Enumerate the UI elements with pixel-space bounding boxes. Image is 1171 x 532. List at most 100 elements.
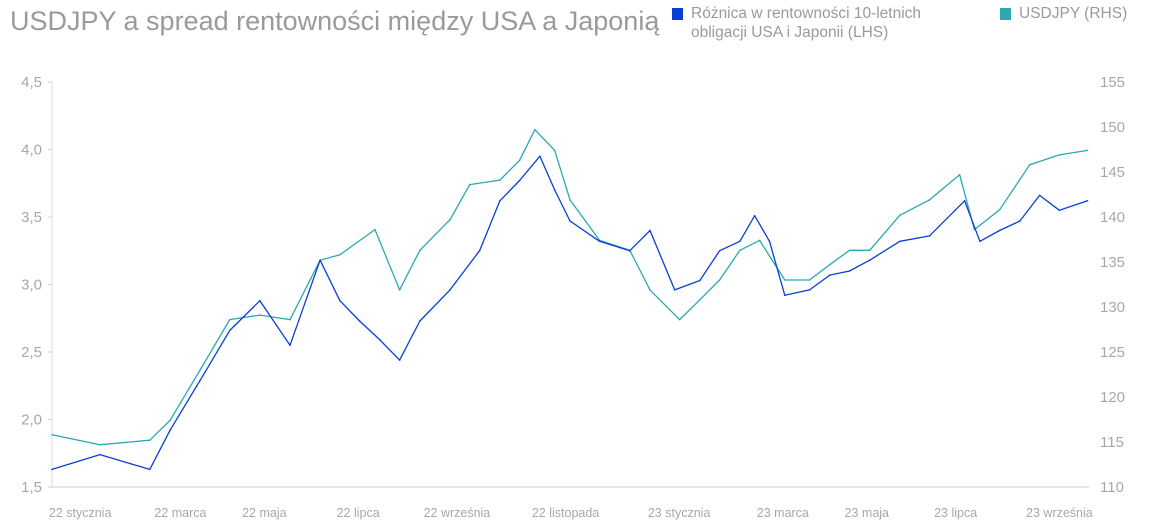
data-point-spread — [808, 289, 811, 291]
data-point-spread — [319, 259, 321, 262]
data-point-spread — [963, 200, 966, 202]
data-point-spread — [598, 240, 601, 243]
data-point-spread — [569, 220, 571, 222]
data-point-usdjpy — [649, 289, 651, 291]
data-point-usdjpy — [868, 249, 871, 252]
y-left-tick-label: 1,5 — [21, 479, 42, 496]
y-left-tick-label: 4,0 — [21, 142, 42, 159]
x-tick-label: 23 maja — [845, 506, 890, 520]
y-right-tick-label: 135 — [1100, 254, 1125, 271]
data-point-usdjpy — [553, 149, 556, 152]
data-point-spread — [784, 294, 786, 297]
y-right-tick-label: 115 — [1100, 434, 1124, 451]
data-point-usdjpy — [419, 249, 421, 252]
y-left-tick-label: 3,0 — [21, 277, 42, 294]
x-tick-label: 23 marca — [757, 506, 809, 520]
data-point-spread — [1086, 200, 1089, 202]
data-point-usdjpy — [1028, 164, 1031, 166]
data-point-spread — [398, 359, 401, 361]
data-point-spread — [928, 235, 931, 237]
data-point-spread — [499, 200, 501, 202]
data-point-spread — [419, 320, 421, 322]
data-point-usdjpy — [678, 318, 681, 321]
x-tick-label: 22 marca — [154, 506, 206, 520]
y-right-tick-label: 145 — [1100, 164, 1125, 181]
data-point-spread — [628, 249, 631, 252]
data-point-usdjpy — [228, 318, 231, 321]
data-point-usdjpy — [199, 369, 201, 371]
x-tick-label: 23 lipca — [934, 506, 977, 520]
data-point-spread — [358, 320, 361, 322]
data-point-usdjpy — [51, 434, 53, 436]
data-point-spread — [259, 299, 261, 302]
data-point-spread — [899, 240, 901, 243]
data-point-usdjpy — [468, 183, 471, 186]
data-point-spread — [228, 329, 231, 332]
data-point-spread — [998, 229, 1001, 232]
y-right-tick-label: 120 — [1100, 389, 1125, 406]
y-right-tick-label: 110 — [1100, 479, 1124, 496]
data-point-usdjpy — [518, 159, 521, 162]
legend-label-usdjpy: USDJPY (RHS) — [1019, 5, 1128, 22]
x-tick-label: 23 stycznia — [648, 506, 711, 520]
data-point-spread — [768, 240, 771, 243]
y-right-tick-label: 155 — [1100, 74, 1125, 91]
data-point-spread — [339, 299, 341, 302]
data-point-spread — [539, 155, 541, 158]
chart-title: USDJPY a spread rentowności między USA a… — [10, 6, 660, 36]
data-point-usdjpy — [739, 249, 741, 252]
data-point-spread — [199, 379, 201, 382]
data-point-usdjpy — [259, 314, 261, 316]
data-point-usdjpy — [718, 279, 721, 281]
x-tick-label: 23 września — [1026, 506, 1093, 520]
data-point-spread — [1058, 209, 1061, 212]
data-point-usdjpy — [1058, 154, 1061, 156]
x-tick-label: 22 stycznia — [49, 506, 112, 520]
data-point-spread — [478, 249, 481, 252]
data-point-usdjpy — [928, 199, 931, 201]
data-point-usdjpy — [784, 279, 786, 281]
data-point-spread — [1019, 220, 1021, 222]
legend-swatch-spread — [672, 8, 683, 20]
legend-item-usdjpy: USDJPY (RHS) — [1000, 4, 1127, 23]
x-tick-label: 22 lipca — [337, 506, 380, 520]
data-point-spread — [848, 270, 851, 272]
series-line-usdjpy — [51, 129, 1088, 446]
data-point-spread — [979, 240, 981, 243]
y-right-tick-label: 150 — [1100, 119, 1125, 136]
data-point-usdjpy — [758, 239, 761, 242]
data-point-spread — [868, 259, 871, 262]
data-point-spread — [673, 289, 676, 291]
data-point-usdjpy — [339, 254, 341, 256]
data-point-spread — [739, 240, 741, 243]
data-point-spread — [1038, 194, 1041, 197]
data-point-spread — [518, 179, 521, 182]
data-point-spread — [753, 214, 756, 217]
y-left-tick-label: 2,5 — [21, 344, 42, 361]
data-point-usdjpy — [148, 439, 151, 442]
series-line-spread — [51, 155, 1088, 471]
data-point-usdjpy — [958, 173, 961, 176]
data-point-usdjpy — [99, 443, 101, 446]
y-left-tick-label: 2,0 — [21, 412, 42, 429]
x-tick-label: 22 września — [424, 506, 491, 520]
data-point-usdjpy — [289, 318, 291, 321]
data-point-usdjpy — [169, 419, 171, 422]
data-point-usdjpy — [899, 214, 901, 216]
data-point-spread — [828, 274, 831, 276]
legend-swatch-usdjpy — [1000, 8, 1011, 20]
y-right-tick-label: 125 — [1100, 344, 1125, 361]
legend-label-spread-line1: Różnica w rentowności 10-letnich — [691, 5, 922, 22]
data-point-spread — [289, 344, 291, 347]
data-point-spread — [718, 249, 721, 252]
data-point-usdjpy — [499, 179, 501, 181]
data-point-usdjpy — [848, 249, 851, 252]
data-point-spread — [99, 453, 101, 456]
y-left-tick-label: 3,5 — [21, 209, 42, 226]
data-point-usdjpy — [374, 228, 376, 231]
data-point-spread — [449, 289, 451, 291]
y-right-tick-label: 130 — [1100, 299, 1125, 316]
data-point-spread — [169, 429, 171, 432]
